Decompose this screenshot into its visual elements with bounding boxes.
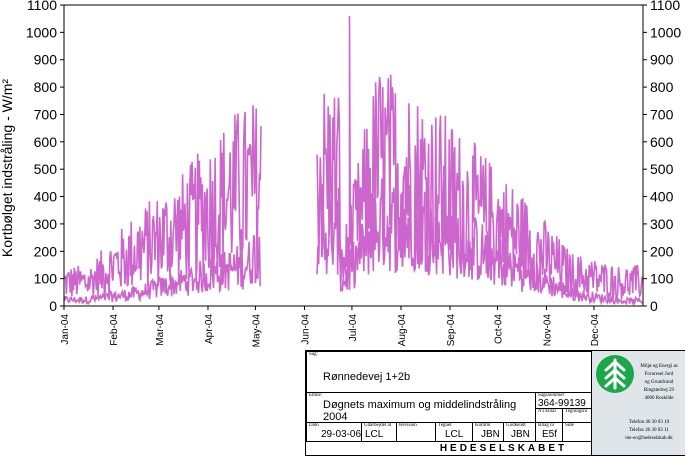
meta-b-cell: Tegningsnr xyxy=(562,408,592,423)
daily-max-line xyxy=(63,15,643,301)
radiation-series xyxy=(63,15,643,307)
y-tick-label-right: 400 xyxy=(650,189,674,205)
firm-name: HEDESELSKABET xyxy=(439,443,568,454)
company-line: 4000 Roskilde xyxy=(644,396,674,401)
meta-a-cell: NT/Bilaf xyxy=(535,408,563,423)
emne-label: Emne: xyxy=(309,393,323,398)
company-line: Ringstedvej 29 xyxy=(643,388,675,393)
tegnet-cell: Tegnet LCL xyxy=(435,422,473,442)
y-tick-label: 1000 xyxy=(26,24,57,40)
tegnet-value: LCL xyxy=(445,429,464,440)
side-cell: Side xyxy=(562,422,592,442)
y-tick-label: 600 xyxy=(34,134,58,150)
bilag-label: Bilag nr xyxy=(538,423,555,428)
y-tick-label-right: 900 xyxy=(650,52,674,68)
contact-line: me-eo@hedeselskab.dk xyxy=(625,436,673,441)
y-tick-label-right: 100 xyxy=(650,271,674,287)
x-tick-label: Jan-04 xyxy=(60,314,71,345)
x-tick-label: Aug-04 xyxy=(397,314,408,347)
sagsnr-value: 364-99139 xyxy=(538,398,586,409)
daily-mean-line xyxy=(63,178,643,307)
x-tick-label: Oct-04 xyxy=(493,314,504,344)
dato-cell: Dato 29-03-06 xyxy=(306,422,362,442)
x-tick-label: Mar-04 xyxy=(155,314,166,346)
udarb-value: LCL xyxy=(365,429,384,440)
kontrol-cell: Kontrol JBN xyxy=(472,422,504,442)
godkendt-label: Godkendt xyxy=(506,423,526,428)
y-axis-title: Kortbølget indstråling - W/m² xyxy=(0,79,15,257)
dato-value: 29-03-06 xyxy=(321,429,362,440)
x-tick-label: Sep-04 xyxy=(446,314,457,347)
company-line: Miljø og Energi as xyxy=(640,364,678,369)
x-tick-label: Feb-04 xyxy=(109,314,120,346)
company-address: Miljø og Energi as Forureset Jord og Gru… xyxy=(632,363,686,403)
revision-cell: Revision xyxy=(396,422,436,442)
y-tick-label: 700 xyxy=(34,106,58,122)
sagsnr-cell: Sagsnummer 364-99139 xyxy=(535,392,592,409)
y-tick-label: 1100 xyxy=(27,0,57,13)
kontrol-value: JBN xyxy=(481,429,500,440)
x-tick-label: Dec-04 xyxy=(590,314,601,347)
contact-line: Telefon 46 30 03 10 xyxy=(628,420,670,425)
y-tick-label: 200 xyxy=(34,243,58,259)
y-tick-label: 500 xyxy=(34,161,58,177)
revision-label: Revision xyxy=(399,423,417,428)
side-label: Side xyxy=(565,423,574,428)
plot-frame xyxy=(63,4,644,307)
y-tick-label-right: 600 xyxy=(650,134,674,150)
bilag-cell: Bilag nr E5f xyxy=(535,422,563,442)
y-tick-label: 900 xyxy=(34,52,58,68)
emne-line2: 2004 xyxy=(323,411,348,423)
udarb-label: Udarbejdet af xyxy=(364,423,392,428)
meta-b-label: Tegningsnr xyxy=(565,409,588,414)
sag-cell: Sag: Rønnedevej 1+2b xyxy=(306,351,592,393)
sag-label: Sag: xyxy=(309,352,318,357)
y-tick-label-right: 500 xyxy=(650,161,674,177)
y-tick-label-right: 0 xyxy=(650,298,658,314)
godkendt-value: JBN xyxy=(511,429,530,440)
kontrol-label: Kontrol xyxy=(475,423,491,428)
y-tick-label-right: 200 xyxy=(650,243,674,259)
y-tick-label: 800 xyxy=(34,79,58,95)
y-tick-label-right: 700 xyxy=(650,106,674,122)
sag-value: Rønnedevej 1+2b xyxy=(323,371,411,383)
x-tick-label: May-04 xyxy=(251,314,262,348)
y-tick-label-right: 800 xyxy=(650,79,674,95)
dato-label: Dato xyxy=(309,423,319,428)
title-block: Sag: Rønnedevej 1+2b Emne: Døgnets maxim… xyxy=(305,350,685,456)
x-tick-label: Apr-04 xyxy=(204,314,215,344)
axes: 0 0 100 100 200 200 300 300 400 400 500 500 600 600 70… xyxy=(26,0,682,347)
emne-cell: Emne: Døgnets maximum og middelindstråli… xyxy=(306,392,536,423)
y-tick-label-right: 300 xyxy=(650,216,674,232)
x-tick-label: Jun-04 xyxy=(300,314,311,345)
y-tick-label: 0 xyxy=(49,298,57,314)
company-panel: Miljø og Energi as Forureset Jord og Gru… xyxy=(591,351,685,455)
y-tick-label-right: 1100 xyxy=(650,0,680,13)
bilag-value: E5f xyxy=(542,429,558,440)
x-tick-label: Nov-04 xyxy=(543,314,554,347)
udarb-cell: Udarbejdet af LCL xyxy=(361,422,397,442)
x-tick-label: Jul-04 xyxy=(348,314,359,342)
godkendt-cell: Godkendt JBN xyxy=(503,422,536,442)
y-tick-label: 400 xyxy=(34,189,58,205)
tegnet-label: Tegnet xyxy=(438,423,452,428)
company-logo-icon xyxy=(596,355,634,393)
sagsnr-label: Sagsnummer xyxy=(538,393,565,398)
company-contact: Telefon 46 30 03 10 Telefax 46 30 03 11 … xyxy=(614,419,684,443)
emne-line1: Døgnets maximum og middelindstråling xyxy=(323,399,517,411)
y-tick-label-right: 1000 xyxy=(650,24,681,40)
y-tick-label: 100 xyxy=(34,271,58,287)
company-line: Forureset Jord xyxy=(644,372,674,377)
y-tick-label: 300 xyxy=(34,216,58,232)
company-line: og Grundvand xyxy=(644,380,674,385)
contact-line: Telefax 46 30 03 11 xyxy=(629,428,669,433)
meta-a-label: NT/Bilaf xyxy=(538,409,557,414)
